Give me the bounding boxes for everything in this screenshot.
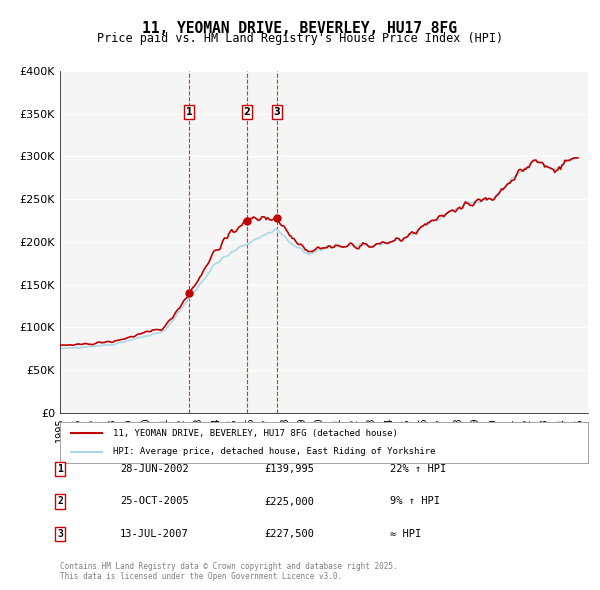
Text: 11, YEOMAN DRIVE, BEVERLEY, HU17 8FG: 11, YEOMAN DRIVE, BEVERLEY, HU17 8FG <box>143 21 458 35</box>
Text: 3: 3 <box>57 529 63 539</box>
Text: £227,500: £227,500 <box>264 529 314 539</box>
Text: £225,000: £225,000 <box>264 497 314 506</box>
Text: 1: 1 <box>57 464 63 474</box>
Text: 11, YEOMAN DRIVE, BEVERLEY, HU17 8FG (detached house): 11, YEOMAN DRIVE, BEVERLEY, HU17 8FG (de… <box>113 429 398 438</box>
Text: Price paid vs. HM Land Registry's House Price Index (HPI): Price paid vs. HM Land Registry's House … <box>97 32 503 45</box>
Text: 28-JUN-2002: 28-JUN-2002 <box>120 464 189 474</box>
Text: 25-OCT-2005: 25-OCT-2005 <box>120 497 189 506</box>
Text: 9% ↑ HPI: 9% ↑ HPI <box>390 497 440 506</box>
Text: HPI: Average price, detached house, East Riding of Yorkshire: HPI: Average price, detached house, East… <box>113 447 436 456</box>
Text: Contains HM Land Registry data © Crown copyright and database right 2025.
This d: Contains HM Land Registry data © Crown c… <box>60 562 398 581</box>
Text: 2: 2 <box>57 497 63 506</box>
Text: 22% ↑ HPI: 22% ↑ HPI <box>390 464 446 474</box>
Text: 2: 2 <box>244 107 250 117</box>
Text: 13-JUL-2007: 13-JUL-2007 <box>120 529 189 539</box>
Text: £139,995: £139,995 <box>264 464 314 474</box>
Text: 3: 3 <box>274 107 280 117</box>
Text: 1: 1 <box>186 107 193 117</box>
Text: ≈ HPI: ≈ HPI <box>390 529 421 539</box>
